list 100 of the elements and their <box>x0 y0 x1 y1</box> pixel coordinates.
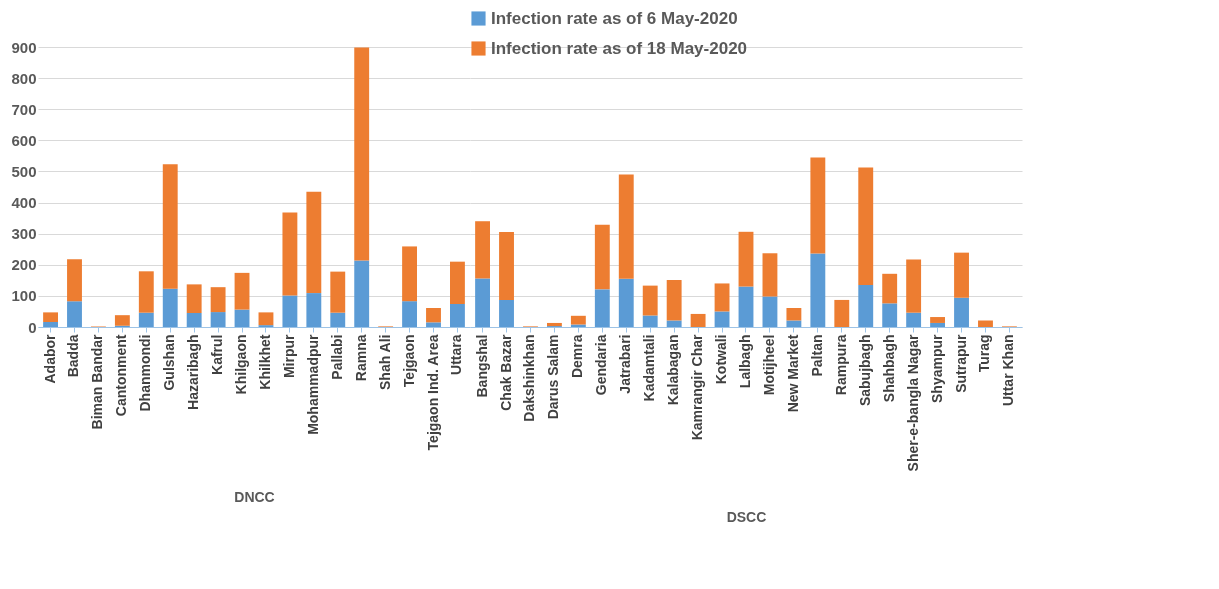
bar <box>738 286 754 327</box>
bar <box>666 280 682 321</box>
bar <box>258 312 274 326</box>
y-tick-label: 400 <box>11 194 37 212</box>
x-tick-label: Sutrapur <box>952 333 969 393</box>
y-tick-label: 600 <box>11 131 37 149</box>
bar <box>499 299 514 327</box>
bar <box>114 315 130 326</box>
bar <box>162 164 178 289</box>
bar <box>306 293 322 327</box>
y-tick-label: 200 <box>11 256 37 274</box>
x-tick-label: Gulshan <box>161 334 178 391</box>
bar <box>930 322 946 327</box>
x-tick-label: Sabujbagh <box>856 334 873 407</box>
x-tick-label: Gendaria <box>593 334 610 396</box>
bar <box>138 271 154 313</box>
x-tick-label: Pallabi <box>328 334 345 380</box>
bar <box>714 311 730 327</box>
y-tick-label: 800 <box>11 69 37 87</box>
x-tick-label: New Market <box>784 334 801 413</box>
x-tick-label: Tejgaon Ind. Area <box>424 334 441 451</box>
bar <box>426 308 441 323</box>
bar <box>666 320 682 327</box>
bar <box>282 295 298 327</box>
bar <box>570 315 586 325</box>
y-tick-label: 300 <box>11 225 37 243</box>
x-tick-label: Dakshinkhan <box>521 334 538 422</box>
bar <box>594 224 610 290</box>
x-tick-label: Tejgaon <box>400 334 417 388</box>
bar <box>475 221 491 279</box>
x-tick-label: Biman Bandar <box>89 333 106 430</box>
x-tick-label: Kafrul <box>209 334 226 375</box>
x-tick-label: Mohammadpur <box>304 333 321 435</box>
x-tick-label: Chak Bazar <box>497 333 514 411</box>
bar <box>738 231 754 287</box>
bar <box>882 303 898 327</box>
x-tick-label: Turag <box>976 334 993 373</box>
x-tick-label: Paltan <box>808 334 825 377</box>
bar <box>786 320 802 327</box>
bar <box>354 260 370 327</box>
bar <box>449 303 465 327</box>
y-tick-label: 700 <box>11 100 37 118</box>
bar <box>43 312 59 323</box>
x-tick-label: Dhanmondi <box>137 334 154 412</box>
y-tick-label: 900 <box>11 38 37 56</box>
legend-label: Infection rate as of 18 May-2020 <box>491 38 748 58</box>
bar <box>906 312 922 327</box>
bar <box>858 285 874 327</box>
x-tick-label: Kotwali <box>713 334 730 385</box>
bar <box>330 271 346 313</box>
bar <box>162 288 178 327</box>
x-tick-label: Uttara <box>448 334 465 375</box>
bar <box>402 246 418 302</box>
x-axis-title: DSCC <box>726 509 767 526</box>
x-tick-label: Jatrabari <box>617 334 634 394</box>
x-tick-label: Hazaribagh <box>185 334 202 410</box>
x-tick-label: Kalabagan <box>665 334 682 406</box>
y-tick-label: 500 <box>11 162 37 180</box>
bar <box>43 322 59 327</box>
bar <box>810 157 826 254</box>
bar <box>594 289 610 327</box>
x-tick-label: Kamrangir Char <box>689 333 706 441</box>
bar <box>618 278 634 327</box>
y-tick-label: 0 <box>28 318 37 336</box>
x-tick-label: Uttar Khan <box>1000 334 1017 407</box>
bar <box>186 284 202 313</box>
bar <box>282 212 298 296</box>
bar <box>546 322 562 327</box>
bar <box>402 301 418 327</box>
x-tick-label: Ramna <box>352 334 369 382</box>
bar <box>618 174 634 279</box>
x-tick-label: Bangshal <box>473 334 490 398</box>
bar <box>906 259 922 313</box>
y-tick-label: 100 <box>11 287 37 305</box>
x-tick-label: Rampura <box>832 334 849 396</box>
bar <box>882 273 898 304</box>
x-tick-label: Adabor <box>41 333 58 384</box>
bar <box>834 299 850 327</box>
bar <box>690 313 706 327</box>
bar <box>449 261 465 304</box>
x-tick-label: Demra <box>569 334 586 379</box>
legend-label: Infection rate as of 6 May-2020 <box>491 8 738 28</box>
x-tick-label: Khilkhet <box>256 334 273 390</box>
bar <box>330 312 346 327</box>
bar <box>234 309 250 327</box>
bar <box>978 320 993 327</box>
x-tick-label: Lalbagh <box>737 334 753 389</box>
bar <box>67 259 82 302</box>
bar <box>642 285 658 316</box>
bar <box>930 317 946 323</box>
bar <box>714 283 730 312</box>
bar <box>138 312 154 327</box>
x-axis-title: DNCC <box>234 488 275 505</box>
x-tick-label: Darus Salam <box>545 334 562 420</box>
x-tick-label: Shah Ali <box>376 334 393 390</box>
bar <box>354 47 370 261</box>
x-tick-label: Cantonment <box>113 334 130 417</box>
bar <box>762 253 778 297</box>
bar <box>210 287 226 313</box>
bar <box>762 296 778 327</box>
